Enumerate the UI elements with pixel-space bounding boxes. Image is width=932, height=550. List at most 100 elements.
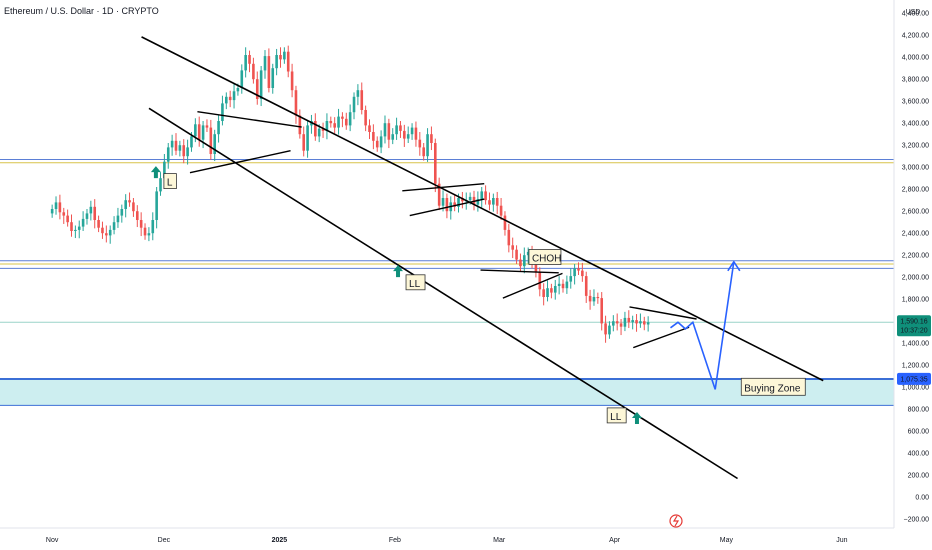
time-tick: Jun [836, 537, 847, 544]
price-tick: 2,600.00 [902, 209, 929, 216]
candle-body [66, 215, 69, 223]
candle-body [584, 276, 588, 296]
candle-body [546, 288, 549, 297]
projection-path [670, 260, 741, 390]
candle-body [484, 191, 487, 201]
candle-body [124, 200, 127, 209]
candle-body [379, 136, 383, 148]
candle-body [523, 255, 526, 267]
candle-body [314, 121, 317, 137]
candle-body [387, 123, 391, 140]
candle-body [534, 264, 538, 272]
candle-body [244, 55, 247, 71]
candle-body [259, 70, 263, 99]
up-arrow-icon [631, 411, 642, 424]
zone-price-value: 1,075.35 [900, 376, 927, 383]
candle-body [488, 200, 491, 205]
candle-body [97, 220, 100, 228]
price-badges: 1,590.16 10:37:20 1,075.35 [897, 315, 931, 385]
candle-body [201, 125, 205, 140]
trend-line [502, 272, 563, 299]
candle-body [604, 323, 607, 335]
candle-body [70, 222, 73, 231]
candle-body [441, 198, 445, 206]
candle-body [105, 233, 108, 236]
candle-body [163, 161, 166, 179]
candle-body [302, 134, 306, 151]
zone-price-badge [897, 372, 931, 385]
candle-body [50, 209, 54, 214]
candle-body [174, 140, 178, 151]
candle-body [573, 268, 576, 277]
label-box [606, 407, 627, 424]
candle-body [286, 51, 290, 72]
candle-body [631, 320, 634, 323]
candle-body [333, 123, 336, 128]
countdown-value: 10:37:20 [900, 327, 927, 334]
label-box [405, 274, 426, 291]
currency-label: USD [906, 9, 921, 16]
time-tick: Dec [158, 537, 171, 544]
candle-body [577, 268, 580, 271]
candle-body [283, 51, 286, 60]
price-tick: 4,000.00 [902, 55, 929, 62]
candle-body [561, 283, 565, 289]
price-tick: 2,400.00 [902, 231, 929, 238]
price-tick: −200.00 [904, 517, 930, 524]
candle-body [74, 229, 77, 231]
replay-icon-bolt [672, 515, 680, 527]
trend-line [480, 269, 559, 274]
time-tick: Mar [493, 537, 506, 544]
candle-body [155, 191, 158, 220]
candle-body [596, 297, 600, 299]
price-tick: 1,400.00 [902, 341, 929, 348]
channel-upper [141, 36, 824, 382]
candle-body [190, 136, 193, 148]
candle-body [507, 229, 511, 246]
price-tick: 400.00 [908, 451, 930, 458]
candle-body [403, 130, 406, 139]
candle-body [635, 320, 638, 324]
candle-body [422, 147, 425, 157]
candle-body [391, 134, 395, 140]
price-tick: 1,200.00 [902, 363, 929, 370]
candle-body [236, 88, 240, 92]
annotation-label: LL [409, 279, 421, 290]
candle-body [93, 206, 97, 220]
candle-body [480, 191, 484, 200]
candle-body [294, 90, 298, 116]
replay-icon[interactable] [669, 514, 683, 528]
candle-body [159, 178, 162, 192]
price-tick: 2,000.00 [902, 275, 929, 282]
candle-body [592, 297, 596, 302]
buying-zone-label-box [740, 377, 806, 396]
candle-body [433, 143, 437, 184]
horizontal-levels [0, 159, 894, 323]
candle-body [89, 206, 93, 214]
candle-body [341, 116, 344, 119]
replay-icon-ring [669, 514, 683, 528]
candle-body [550, 288, 553, 293]
price-tick: 1,000.00 [902, 385, 929, 392]
candle-body [437, 183, 441, 206]
candle-body [116, 215, 120, 223]
trend-line [633, 326, 690, 349]
candle-body [317, 128, 321, 137]
candle-body [306, 125, 309, 151]
candle-body [263, 56, 267, 71]
candle-body [457, 198, 460, 207]
candle-body [54, 202, 58, 209]
time-tick: Nov [46, 537, 59, 544]
candle-body [461, 198, 464, 202]
candle-body [325, 121, 329, 131]
candle-body [557, 283, 561, 286]
time-axis[interactable]: Nov Dec 2025 Feb Mar Apr May Jun [0, 527, 894, 544]
candle-body [344, 118, 348, 126]
candle-body [542, 289, 545, 297]
candle-body [368, 125, 371, 132]
price-tick: 1,800.00 [902, 297, 929, 304]
last-price-value: 1,590.16 [900, 318, 927, 325]
candle-body [255, 79, 259, 99]
